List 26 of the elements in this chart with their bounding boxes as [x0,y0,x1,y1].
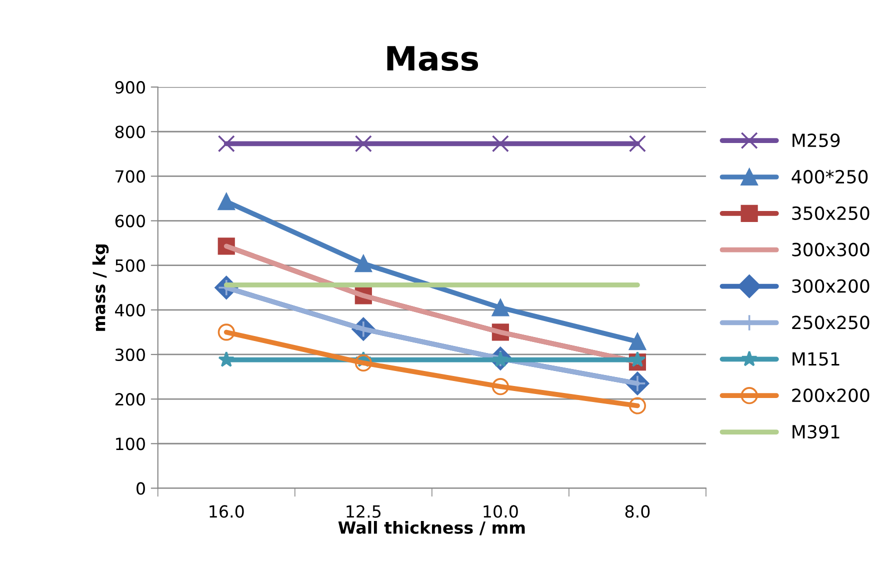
x-tick-label: 10.0 [484,505,518,518]
legend-label: 300x200 [792,279,870,293]
legend-label: 400*250 [792,170,868,184]
y-tick-label: 900 [115,81,145,94]
y-tick-label: 500 [116,259,145,272]
x-tick-label: 12.5 [346,505,381,518]
x-tick-label: 8.0 [625,505,650,518]
legend-label: M391 [792,424,840,439]
y-tick-label: 0 [136,482,145,495]
x-axis-title: Wall thickness / mm [338,521,525,536]
x-tick-label: 16.0 [210,505,244,518]
legend-label: 300x300 [792,242,870,256]
y-tick-label: 700 [116,170,145,183]
legend-label: 350x250 [792,206,870,220]
legend-label: M151 [792,352,840,366]
y-tick-label: 400 [115,304,145,316]
legend-label: 250x250 [792,316,870,330]
y-tick-label: 800 [115,126,145,138]
legend-label: 200x200 [792,388,870,402]
y-tick-label: 200 [115,393,145,406]
y-tick-label: 600 [115,214,145,228]
y-axis-title: mass / kg [92,244,109,331]
chart-title: Mass [387,46,478,71]
legend-label: M259 [792,133,840,148]
y-tick-label: 300 [116,348,145,362]
y-tick-label: 100 [116,438,145,450]
